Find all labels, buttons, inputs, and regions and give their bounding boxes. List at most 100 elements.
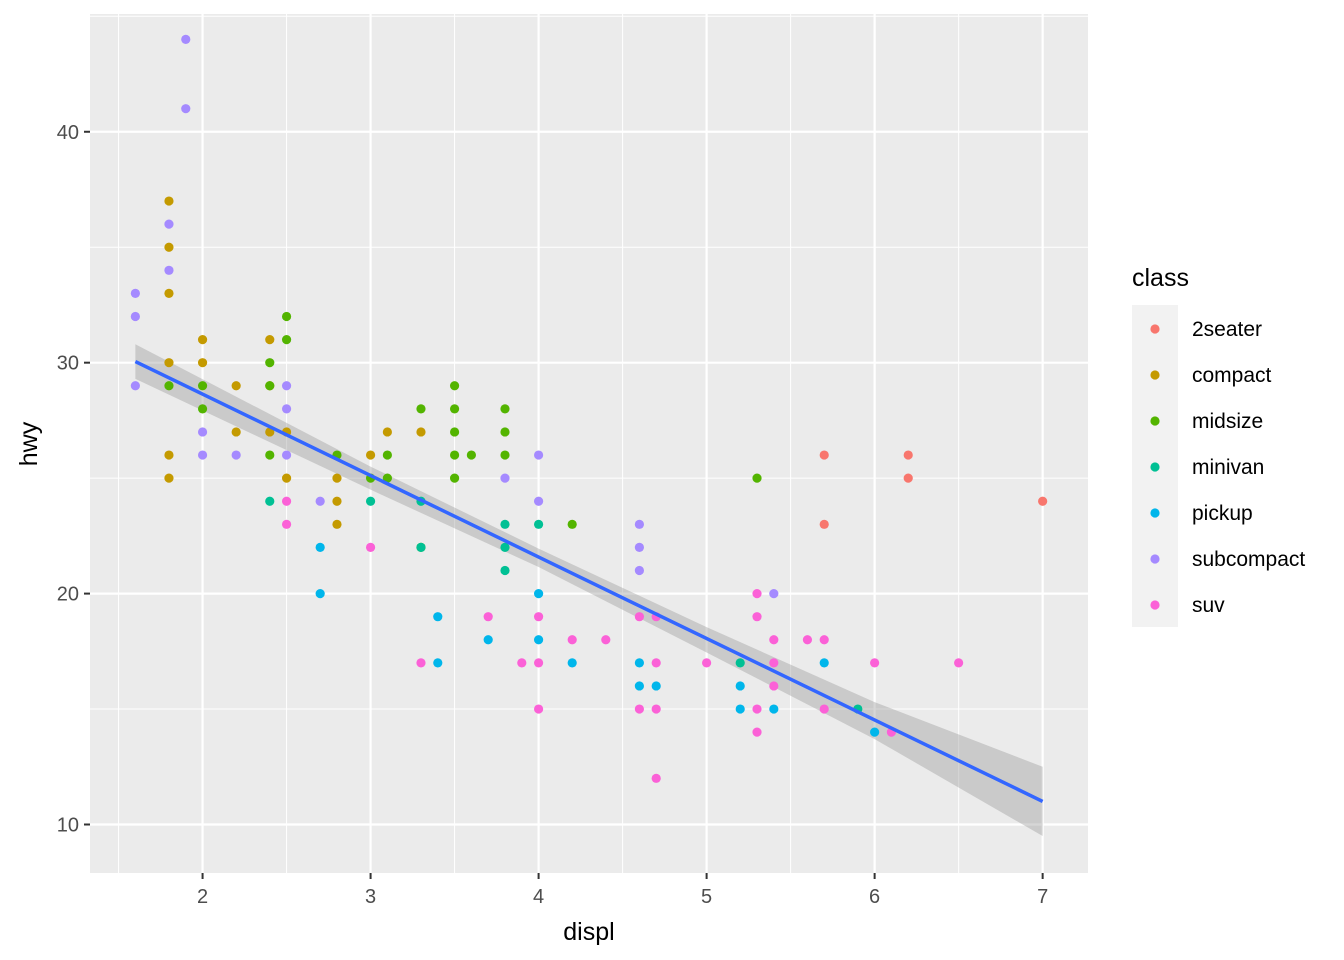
- data-point: [197, 358, 208, 368]
- legend-key-minivan: [1150, 462, 1160, 472]
- legend-items: 2seater compact midsize minivan pickup subcom…: [1150, 318, 1305, 617]
- legend-key-compact: [1150, 370, 1160, 380]
- data-point: [500, 427, 510, 437]
- data-point: [634, 519, 645, 529]
- data-point: [281, 311, 292, 322]
- data-point: [903, 473, 913, 483]
- confidence-band-area: [135, 344, 1043, 837]
- data-point: [197, 381, 208, 391]
- data-point: [265, 334, 275, 345]
- series-2seater: [819, 450, 1048, 529]
- data-point: [735, 681, 745, 691]
- data-point: [500, 473, 510, 483]
- data-point: [903, 450, 913, 460]
- data-point: [651, 658, 661, 668]
- data-point: [231, 427, 241, 437]
- data-point: [819, 519, 829, 529]
- data-point: [197, 404, 208, 414]
- data-point: [769, 658, 779, 668]
- data-point: [466, 450, 476, 460]
- data-point: [533, 612, 544, 622]
- data-point: [433, 658, 443, 668]
- data-point: [449, 427, 460, 437]
- data-point: [819, 658, 829, 668]
- data-point: [634, 565, 645, 576]
- axis-ticks: [84, 130, 1044, 879]
- data-point: [500, 404, 510, 414]
- data-point: [416, 658, 426, 668]
- data-point: [533, 704, 544, 714]
- data-point: [752, 727, 762, 737]
- data-point: [449, 450, 460, 460]
- data-point: [130, 381, 140, 391]
- data-point: [500, 542, 510, 553]
- data-point: [651, 704, 661, 714]
- major-gridlines: [90, 14, 1088, 873]
- data-point: [365, 450, 376, 460]
- data-point: [416, 404, 426, 414]
- data-point: [281, 381, 292, 391]
- data-point: [315, 496, 325, 506]
- data-point: [231, 450, 241, 460]
- data-point: [365, 542, 376, 553]
- data-point: [634, 612, 645, 622]
- trend-line: [134, 359, 1044, 803]
- x-tick-label: 6: [869, 886, 880, 908]
- series-subcompact: [130, 34, 779, 599]
- data-point: [416, 427, 426, 437]
- x-tick-label: 5: [701, 886, 712, 908]
- data-point: [433, 612, 443, 622]
- data-point: [231, 381, 241, 391]
- legend-key-pickup: [1150, 508, 1160, 518]
- series-midsize: [164, 311, 762, 553]
- legend-key-subcompact: [1150, 554, 1160, 564]
- regression-line: [134, 359, 1044, 803]
- data-point: [332, 473, 342, 483]
- x-tick-label: 7: [1037, 886, 1048, 908]
- data-point: [181, 34, 191, 45]
- data-point: [164, 288, 174, 299]
- data-point: [164, 196, 174, 206]
- data-point: [265, 450, 275, 460]
- legend-label: subcompact: [1192, 548, 1305, 571]
- data-point: [634, 658, 645, 668]
- data-point: [197, 427, 208, 437]
- y-axis-title: hwy: [15, 421, 43, 466]
- data-point: [265, 358, 275, 368]
- data-point: [332, 496, 342, 506]
- data-point: [601, 635, 611, 645]
- legend-key-midsize: [1150, 416, 1160, 426]
- data-point: [164, 450, 174, 460]
- y-tick-label: 20: [57, 584, 79, 606]
- data-point: [651, 773, 661, 783]
- x-tick-label: 3: [365, 886, 376, 908]
- data-point: [130, 288, 140, 299]
- data-point: [315, 588, 325, 599]
- data-point: [281, 450, 292, 460]
- data-point: [500, 519, 510, 529]
- data-point: [382, 473, 392, 483]
- data-point: [567, 635, 577, 645]
- data-point: [1038, 496, 1048, 506]
- data-point: [332, 519, 342, 529]
- data-point: [533, 658, 544, 668]
- data-point: [382, 427, 392, 437]
- data-point: [769, 588, 779, 599]
- data-point: [265, 381, 275, 391]
- data-point: [634, 542, 645, 553]
- data-point: [870, 727, 880, 737]
- data-point: [449, 473, 460, 483]
- data-point: [870, 658, 880, 668]
- data-point: [449, 381, 460, 391]
- data-point: [500, 565, 510, 576]
- legend-label: midsize: [1192, 410, 1263, 433]
- data-point: [164, 381, 174, 391]
- data-point: [819, 704, 829, 714]
- x-tick-labels: 2 3 4 5 6 7: [197, 886, 1048, 908]
- data-point: [533, 635, 544, 645]
- data-point: [130, 311, 140, 322]
- data-point: [769, 635, 779, 645]
- data-point: [533, 450, 544, 460]
- data-point: [769, 704, 779, 714]
